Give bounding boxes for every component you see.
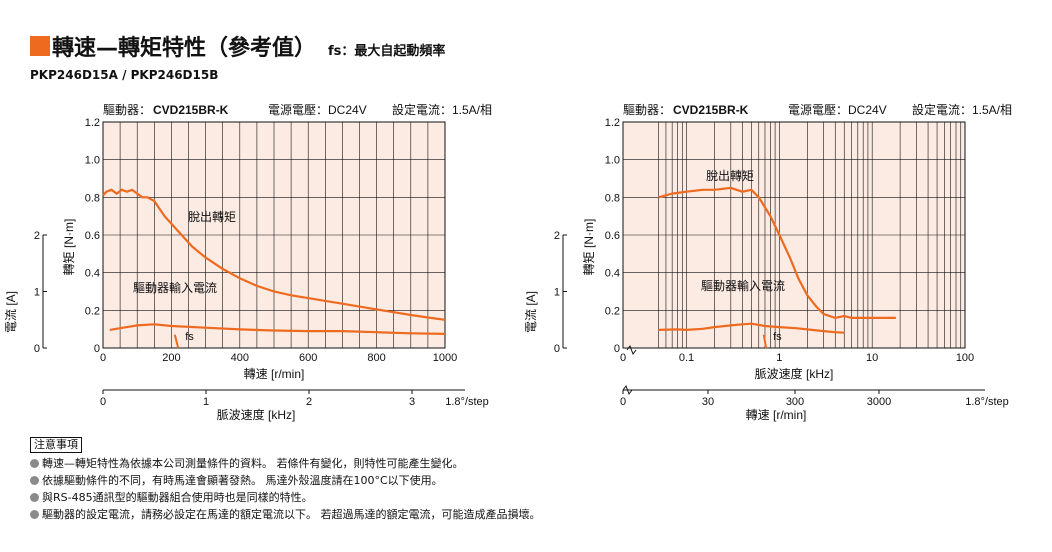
- bullet-icon: [30, 510, 39, 519]
- current-condition: 設定電流：1.5A/相: [392, 102, 492, 117]
- y-tick-label: 1.0: [85, 155, 100, 167]
- secondary-tick-label: 3: [409, 396, 415, 408]
- fs-curve: [762, 334, 768, 349]
- x-tick-label: 0: [100, 352, 106, 364]
- secondary-tick-label: 2: [306, 396, 312, 408]
- y-tick-label: 1.2: [605, 117, 620, 129]
- note-item: 驅動器的設定電流，請務必設定在馬達的額定電流以下。 若超過馬達的額定電流，可能造…: [30, 506, 541, 523]
- y2-tick-label: 2: [34, 230, 40, 242]
- secondary-tick-label: 0: [100, 396, 106, 408]
- y2-tick-label: 2: [554, 230, 560, 242]
- x-tick-label: 600: [299, 352, 317, 364]
- y2-tick-label: 1: [554, 287, 560, 299]
- y-tick-label: 0.8: [85, 192, 100, 204]
- secondary-tick-label: 3000: [867, 396, 891, 408]
- x-tick-label: 800: [367, 352, 385, 364]
- voltage-condition: 電源電壓：DC24V: [268, 103, 367, 117]
- x-axis-label: 脈波速度 [kHz]: [755, 366, 834, 381]
- y-axis-label: 轉矩 [N·m]: [582, 219, 596, 276]
- current-curve: [109, 323, 446, 335]
- pullout-torque-curve: [102, 188, 446, 321]
- note-item: 與RS-485通訊型的驅動器組合使用時也是同樣的特性。: [30, 489, 541, 506]
- x-tick-label: 0.1: [679, 352, 694, 364]
- note-item: 依據驅動條件的不同，有時馬達會顯著發熱。 馬達外殼溫度請在100°C以下使用。: [30, 472, 541, 489]
- y2-axis-label: 電流 [A]: [524, 291, 538, 333]
- y2-tick-label: 1: [34, 287, 40, 299]
- y-tick-label: 0: [614, 343, 620, 355]
- y-tick-label: 0.4: [605, 268, 620, 280]
- y-tick-label: 1.0: [605, 155, 620, 167]
- y-tick-label: 0: [94, 343, 100, 355]
- bullet-icon: [30, 476, 39, 485]
- y2-tick-label: 0: [34, 343, 40, 355]
- notes-title: 注意事項: [30, 437, 82, 453]
- y-tick-label: 0.4: [85, 268, 100, 280]
- x-tick-label: 1000: [433, 352, 457, 364]
- secondary-axis-suffix: 1.8°/step: [965, 396, 1009, 408]
- x-tick-label: 400: [231, 352, 249, 364]
- x-axis-label: 轉速 [r/min]: [244, 367, 305, 381]
- y2-tick-label: 0: [554, 343, 560, 355]
- x-tick-label: 200: [162, 352, 180, 364]
- pullout-torque-label: 脫出轉矩: [188, 209, 236, 224]
- fs-note: fs：最大自起動頻率: [328, 44, 446, 59]
- secondary-tick-label: 0: [620, 396, 626, 408]
- y-tick-label: 0.6: [605, 230, 620, 242]
- note-text: 轉速—轉矩特性為依據本公司測量條件的資料。 若條件有變化，則特性可能產生變化。: [42, 457, 464, 470]
- pullout-torque-curve: [658, 186, 896, 320]
- model-subtitle: PKP246D15A / PKP246D15B: [30, 68, 219, 82]
- secondary-axis-label: 轉速 [r/min]: [746, 408, 807, 422]
- fs-label: fs: [185, 331, 194, 343]
- note-item: 轉速—轉矩特性為依據本公司測量條件的資料。 若條件有變化，則特性可能產生變化。: [30, 455, 541, 472]
- x-zero-label: 0: [620, 352, 626, 364]
- notes-section: 注意事項 轉速—轉矩特性為依據本公司測量條件的資料。 若條件有變化，則特性可能產…: [30, 436, 541, 523]
- current-label: 驅動器輸入電流: [133, 280, 217, 295]
- driver-model: CVD215BR-K: [673, 103, 749, 117]
- x-tick-label: 10: [866, 352, 878, 364]
- y-tick-label: 0.8: [605, 192, 620, 204]
- bullet-icon: [30, 493, 39, 502]
- y-tick-label: 1.2: [85, 117, 100, 129]
- driver-model: CVD215BR-K: [153, 103, 229, 117]
- secondary-tick-label: 30: [702, 396, 714, 408]
- y2-axis-label: 電流 [A]: [4, 291, 18, 333]
- secondary-axis-suffix: 1.8°/step: [445, 396, 489, 408]
- y-axis-label: 轉矩 [N·m]: [62, 219, 76, 276]
- page-title: 轉速—轉矩特性（參考值） fs：最大自起動頻率: [30, 30, 445, 62]
- y-tick-label: 0.6: [85, 230, 100, 242]
- orange-marker-icon: [30, 36, 50, 56]
- voltage-condition: 電源電壓：DC24V: [788, 103, 887, 117]
- x-tick-label: 1: [776, 352, 782, 364]
- current-condition: 設定電流：1.5A/相: [912, 102, 1012, 117]
- fs-label: fs: [773, 331, 782, 343]
- pullout-torque-label: 脫出轉矩: [706, 168, 754, 183]
- axis-break-icon: [626, 344, 637, 356]
- note-text: 依據驅動條件的不同，有時馬達會顯著發熱。 馬達外殼溫度請在100°C以下使用。: [42, 474, 443, 487]
- current-curve: [658, 322, 845, 334]
- secondary-tick-label: 1: [203, 396, 209, 408]
- driver-label: 驅動器：: [623, 103, 671, 117]
- y-tick-label: 0.2: [85, 305, 100, 317]
- x-tick-label: 100: [956, 352, 974, 364]
- secondary-tick-label: 300: [786, 396, 804, 408]
- note-text: 驅動器的設定電流，請務必設定在馬達的額定電流以下。 若超過馬達的額定電流，可能造…: [42, 508, 541, 521]
- y-tick-label: 0.2: [605, 305, 620, 317]
- note-text: 與RS-485通訊型的驅動器組合使用時也是同樣的特性。: [42, 491, 313, 504]
- axis-break-icon: [622, 384, 633, 396]
- driver-label: 驅動器：: [103, 103, 151, 117]
- secondary-axis-label: 脈波速度 [kHz]: [217, 407, 296, 422]
- bullet-icon: [30, 459, 39, 468]
- current-label: 驅動器輸入電流: [701, 278, 785, 293]
- title-text: 轉速—轉矩特性（參考值）: [52, 36, 317, 61]
- fs-curve: [173, 334, 180, 349]
